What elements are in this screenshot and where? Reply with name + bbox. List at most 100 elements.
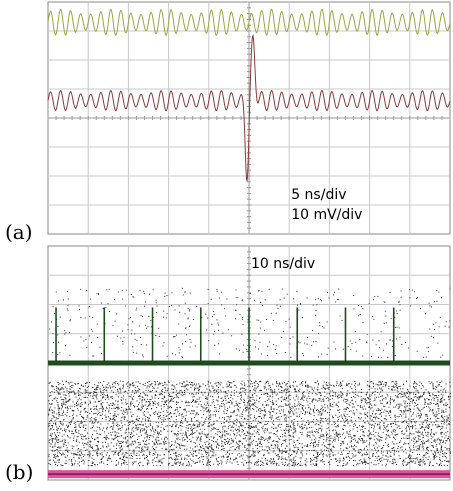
noise-dot bbox=[323, 442, 324, 444]
noise-dot bbox=[301, 425, 303, 427]
noise-dot bbox=[428, 403, 429, 405]
noise-dot bbox=[247, 402, 249, 404]
noise-dot bbox=[436, 381, 438, 383]
noise-dot bbox=[178, 443, 179, 445]
noise-dot bbox=[270, 386, 272, 388]
noise-dot bbox=[237, 464, 239, 465]
noise-dot bbox=[206, 457, 208, 459]
noise-dot bbox=[154, 381, 156, 383]
noise-dot bbox=[77, 451, 79, 453]
noise-dot bbox=[427, 425, 429, 426]
noise-dot bbox=[68, 422, 70, 424]
noise-dot bbox=[58, 384, 60, 386]
noise-dot bbox=[360, 439, 362, 441]
noise-dot bbox=[163, 444, 165, 446]
noise-dot bbox=[382, 431, 384, 433]
noise-dot bbox=[427, 416, 429, 418]
noise-dot bbox=[68, 430, 70, 432]
noise-dot bbox=[303, 427, 305, 428]
noise-dot bbox=[177, 455, 179, 457]
noise-dot bbox=[445, 457, 447, 459]
noise-dot bbox=[295, 408, 297, 410]
noise-dot bbox=[83, 444, 85, 446]
noise-dot bbox=[185, 431, 187, 433]
noise-dot bbox=[61, 406, 63, 408]
noise-dot bbox=[323, 400, 325, 402]
noise-dot bbox=[226, 419, 228, 421]
noise-dot bbox=[286, 425, 287, 427]
noise-dot bbox=[109, 426, 111, 428]
noise-dot bbox=[332, 454, 334, 456]
noise-dot bbox=[173, 444, 175, 446]
noise-dot bbox=[395, 461, 397, 463]
noise-dot bbox=[72, 417, 74, 419]
noise-dot bbox=[442, 389, 444, 391]
noise-dot bbox=[271, 390, 273, 392]
noise-dot bbox=[289, 395, 291, 397]
noise-dot bbox=[406, 380, 407, 382]
noise-dot bbox=[125, 441, 127, 443]
noise-dot bbox=[165, 400, 167, 402]
noise-dot bbox=[333, 438, 335, 440]
noise-dot bbox=[62, 443, 64, 445]
noise-dot bbox=[129, 437, 131, 439]
noise-dot bbox=[127, 445, 129, 447]
noise-dot bbox=[377, 396, 379, 398]
noise-dot bbox=[51, 418, 53, 420]
noise-dot bbox=[447, 460, 448, 462]
noise-dot bbox=[280, 396, 282, 398]
noise-dot bbox=[264, 401, 266, 403]
noise-dot bbox=[190, 401, 192, 403]
noise-dot bbox=[165, 401, 167, 403]
noise-dot bbox=[407, 437, 409, 439]
noise-dot bbox=[426, 449, 428, 451]
noise-dot bbox=[440, 449, 442, 451]
noise-dot bbox=[413, 382, 415, 384]
noise-dot bbox=[229, 434, 231, 436]
noise-dot bbox=[351, 388, 353, 390]
noise-dot bbox=[442, 440, 444, 442]
noise-dot bbox=[84, 402, 86, 404]
noise-dot bbox=[375, 443, 377, 445]
noise-dot bbox=[297, 403, 299, 405]
noise-dot bbox=[163, 443, 165, 445]
noise-dot bbox=[256, 461, 258, 463]
noise-dot bbox=[260, 408, 262, 410]
noise-dot bbox=[206, 446, 208, 448]
noise-dot bbox=[242, 424, 244, 426]
noise-dot bbox=[248, 427, 249, 429]
noise-dot bbox=[128, 445, 130, 447]
noise-dot bbox=[396, 433, 398, 435]
noise-dot bbox=[190, 393, 192, 395]
noise-dot bbox=[417, 445, 419, 447]
noise-dot bbox=[48, 454, 50, 456]
noise-dot bbox=[199, 428, 201, 430]
noise-dot bbox=[228, 441, 230, 443]
noise-dot bbox=[214, 392, 216, 394]
noise-dot bbox=[311, 387, 313, 389]
noise-dot bbox=[377, 409, 379, 411]
noise-dot bbox=[80, 410, 82, 412]
noise-dot bbox=[343, 458, 344, 459]
noise-dot bbox=[435, 413, 437, 415]
noise-dot bbox=[230, 382, 232, 384]
noise-dot bbox=[437, 426, 439, 428]
noise-dot bbox=[225, 453, 227, 455]
noise-dot bbox=[428, 381, 430, 383]
noise-dot bbox=[206, 452, 208, 454]
noise-dot bbox=[361, 440, 363, 442]
noise-dot bbox=[429, 460, 431, 462]
noise-dot bbox=[50, 428, 52, 430]
noise-dot bbox=[175, 434, 177, 436]
noise-dot bbox=[383, 458, 385, 460]
noise-dot bbox=[162, 462, 164, 464]
noise-dot bbox=[57, 428, 59, 430]
noise-dot bbox=[69, 381, 71, 383]
noise-dot bbox=[338, 419, 339, 420]
noise-dot bbox=[360, 438, 362, 439]
noise-dot bbox=[61, 439, 63, 441]
noise-dot bbox=[329, 405, 331, 407]
noise-dot bbox=[402, 388, 404, 390]
noise-dot bbox=[417, 448, 419, 449]
noise-dot bbox=[244, 459, 246, 461]
